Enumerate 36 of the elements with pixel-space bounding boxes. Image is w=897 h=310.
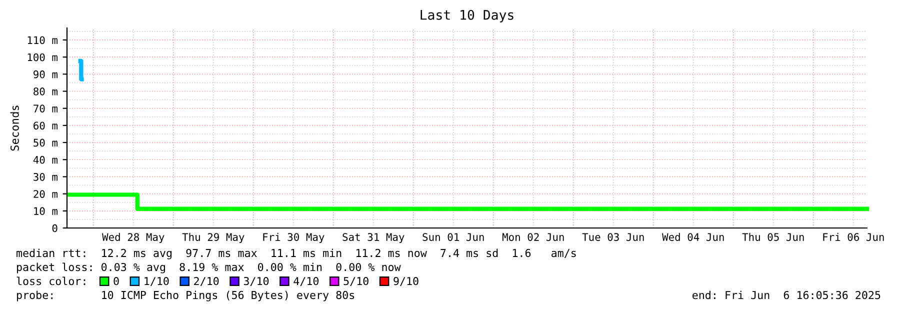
text: end: Fri Jun 6 16:05:36 2025 xyxy=(692,290,880,300)
text: packet loss: 0.03 % avg 8.19 % max 0.00 % min 0.00 % now xyxy=(17,262,401,274)
x-tick-label: Mon 02 Jun xyxy=(502,233,564,241)
y-tick-label: 20 m xyxy=(34,190,58,198)
legend-label: 9/10 xyxy=(394,276,418,286)
text: probe: 10 ICMP Echo Pings (56 Bytes) every 80s xyxy=(17,290,354,302)
y-tick-label: 110 m xyxy=(28,36,58,44)
x-tick-label: Tue 03 Jun xyxy=(582,233,644,241)
x-tick-label: Sun 01 Jun xyxy=(422,233,484,241)
x-tick-label: Sat 31 May xyxy=(342,233,404,243)
y-tick-label: 40 m xyxy=(33,156,58,164)
y-tick-label: 100 m xyxy=(28,53,58,62)
legend-title: loss color: xyxy=(16,276,86,286)
legend-label: 3/10 xyxy=(244,276,269,286)
x-tick-label: Thu 05 Jun xyxy=(742,232,804,241)
y-tick-label: 70 m xyxy=(34,104,58,112)
text: median rtt: 12.2 ms avg 97.7 ms max 11.1 ms min 11.2 ms now 7.4 ms sd 1.6 am/s xyxy=(16,248,576,260)
x-tick-label: Wed 04 Jun xyxy=(662,232,724,241)
chart-title: Last 10 Days xyxy=(420,10,514,22)
x-tick-label: Fri 30 May xyxy=(263,232,324,243)
y-tick-label: 80 m xyxy=(34,88,58,96)
y-tick-label: 0 xyxy=(52,224,58,232)
y-tick-label: 10 m xyxy=(34,207,58,216)
y-tick-label: 60 m xyxy=(34,122,58,130)
legend-label: 2/10 xyxy=(194,276,219,286)
x-tick-label: Fri 06 Jun xyxy=(823,232,884,241)
legend-label: 0 xyxy=(114,276,119,286)
legend-label: 1/10 xyxy=(144,276,169,286)
x-tick-label: Thu 29 May xyxy=(182,232,244,243)
legend-label: 4/10 xyxy=(294,276,319,286)
y-tick-label: 50 m xyxy=(34,138,58,147)
y-tick-label: 90 m xyxy=(34,70,58,78)
legend-label: 5/10 xyxy=(344,276,368,286)
y-tick-label: 30 m xyxy=(34,172,58,181)
x-tick-label: Wed 28 May xyxy=(102,232,164,243)
y-axis-title: Seconds xyxy=(10,106,19,151)
